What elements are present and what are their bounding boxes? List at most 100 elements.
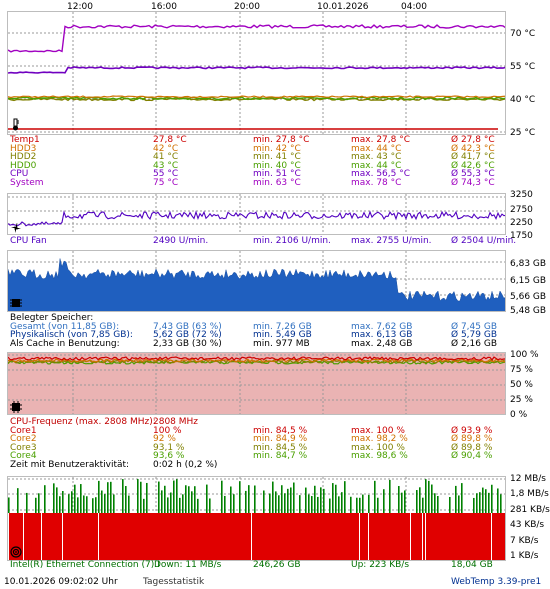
sensor-current: 55 °C <box>153 169 179 180</box>
network-download-bar <box>74 484 76 513</box>
network-gap <box>359 513 360 560</box>
network-download-bar <box>191 491 193 513</box>
sensor-current: 93,1 % <box>153 442 185 453</box>
network-download-bar <box>419 487 421 513</box>
axis-label: 281 KB/s <box>510 505 550 515</box>
network-download-bar <box>143 498 145 513</box>
axis-label: 1750 <box>510 231 533 241</box>
network-download-bar <box>140 481 142 513</box>
network-download-bar <box>197 498 199 513</box>
network-download-bar <box>77 497 79 513</box>
memory-chip-icon <box>10 297 22 308</box>
network-download-bar <box>92 498 94 513</box>
sensor-avg: Ø 42,6 °C <box>451 160 495 171</box>
sensor-row: Temp1 27,8 °C min. 27,8 °C max. 27,8 °C Ø 27… <box>10 136 550 145</box>
sensor-max: max. 2755 U/min. <box>351 236 432 246</box>
network-download-bar <box>497 488 499 513</box>
network-download-bar <box>8 497 10 513</box>
network-graph <box>7 476 506 561</box>
sensor-row: CPU Fan 2490 U/min. min. 2106 U/min. max. 2… <box>10 237 550 246</box>
network-download-bar <box>38 493 40 513</box>
time-label: 04:00 <box>401 2 427 12</box>
temperature-plot <box>8 12 505 134</box>
sensor-min: min. 84,9 % <box>253 434 308 445</box>
network-gap <box>62 513 63 560</box>
axis-label: 12 MB/s <box>510 474 546 484</box>
network-up: Up: 223 KB/s <box>351 560 410 570</box>
network-download-bar <box>62 491 64 513</box>
series-core1 <box>8 356 505 361</box>
network-download-bar <box>368 494 370 513</box>
sensor-row: Core2 92 % min. 84,9 % max. 98,2 % Ø 89,8 % <box>10 435 550 444</box>
sensor-name: Als Cache in Benutzung: <box>10 338 120 349</box>
network-download-bar <box>56 487 58 513</box>
sensor-min: min. 42 °C <box>253 143 301 154</box>
sensor-name: Core3 <box>10 442 37 453</box>
series-cpu <box>8 66 505 74</box>
cpu-frequency-row: CPU-Frequenz (max. 2808 MHz): 2808 MHz <box>10 418 550 427</box>
sensor-current: 7,43 GB (63 %) <box>153 321 222 332</box>
network-download-bar <box>80 484 82 513</box>
sensor-min: min. 41 °C <box>253 152 301 163</box>
network-download-bar <box>164 485 166 513</box>
cpu-plot <box>8 353 505 414</box>
network-download-bar <box>305 487 307 513</box>
sensor-max: max. 27,8 °C <box>351 135 411 145</box>
network-download-bar <box>221 480 223 513</box>
network-download-bar <box>110 481 112 513</box>
network-download-bar <box>485 489 487 513</box>
axis-label: 2750 <box>510 205 533 215</box>
network-gap <box>23 513 24 560</box>
daily-stats-link[interactable]: Tagesstatistik <box>143 577 205 587</box>
network-download-bar <box>488 492 490 513</box>
network-up-total: 18,04 GB <box>451 560 493 570</box>
sensor-avg: Ø 89,8 % <box>451 442 493 453</box>
sensor-row: CPU 55 °C min. 51 °C max. 56,5 °C Ø 55,3 °C <box>10 170 550 179</box>
sensor-name: Core2 <box>10 434 37 445</box>
series-core3 <box>8 359 505 364</box>
sensor-name: HDD2 <box>10 152 37 163</box>
sensor-current: 2,33 GB (30 %) <box>153 338 222 349</box>
network-download-bar <box>44 485 46 513</box>
sensor-avg: Ø 5,79 GB <box>451 330 497 341</box>
sensor-avg: Ø 2504 U/min. <box>451 236 517 246</box>
sensor-row: HDD0 43 °C min. 40 °C max. 44 °C Ø 42,6 °C <box>10 160 550 171</box>
fan-table: CPU Fan 2490 U/min. min. 2106 U/min. max. 2… <box>10 237 550 246</box>
cpu-graph <box>7 352 506 415</box>
network-download-bar <box>377 497 379 513</box>
memory-plot <box>8 251 505 311</box>
network-download-bar <box>98 480 100 513</box>
network-download-bar <box>146 482 148 513</box>
network-download-bar <box>320 487 322 513</box>
network-download-bar <box>245 490 247 513</box>
network-download-bar <box>335 484 337 513</box>
network-download-bar <box>71 491 73 513</box>
network-download-bar <box>299 495 301 513</box>
sensor-row: HDD3 42 °C min. 42 °C max. 44 °C Ø 42,3 °C <box>10 143 550 154</box>
network-download-bar <box>185 485 187 513</box>
network-download-bar <box>137 479 139 513</box>
cpu-table: CPU-Frequenz (max. 2808 MHz): 2808 MHz C… <box>10 418 550 470</box>
network-download-bar <box>311 496 313 513</box>
network-gap <box>251 513 252 560</box>
axis-label: 1,8 MB/s <box>510 489 549 499</box>
network-plot <box>8 477 505 560</box>
sensor-row: Als Cache in Benutzung: 2,33 GB (30 %) min… <box>10 338 550 349</box>
version-link[interactable]: WebTemp 3.39-pre1 <box>451 577 542 587</box>
network-download-bar <box>53 483 55 513</box>
sensor-max: max. 44 °C <box>351 143 402 154</box>
user-activity-label: Zeit mit Benutzeraktivität: <box>10 459 130 470</box>
network-download-bar <box>422 497 424 513</box>
axis-label: 50 % <box>510 380 533 390</box>
network-icon <box>10 546 22 558</box>
network-download-bar <box>308 494 310 513</box>
sensor-avg: Ø 74,3 °C <box>451 177 495 188</box>
time-label: 20:00 <box>234 2 260 12</box>
network-download-bar <box>401 492 403 513</box>
series-cpu-fan <box>8 210 505 227</box>
fan-plot <box>8 194 505 234</box>
network-download-bar <box>314 485 316 513</box>
footer-datetime: 10.01.2026 09:02:02 Uhr <box>4 577 118 587</box>
sensor-max: max. 7,62 GB <box>351 321 413 332</box>
network-gap <box>8 513 9 560</box>
